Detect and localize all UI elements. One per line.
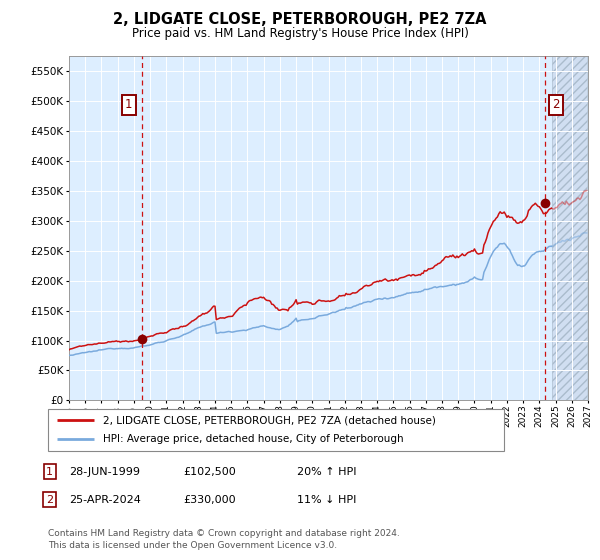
Text: 1: 1 bbox=[46, 466, 53, 477]
Text: 2, LIDGATE CLOSE, PETERBOROUGH, PE2 7ZA (detached house): 2, LIDGATE CLOSE, PETERBOROUGH, PE2 7ZA … bbox=[103, 415, 436, 425]
Text: HPI: Average price, detached house, City of Peterborough: HPI: Average price, detached house, City… bbox=[103, 435, 403, 445]
Text: 11% ↓ HPI: 11% ↓ HPI bbox=[297, 494, 356, 505]
Text: Price paid vs. HM Land Registry's House Price Index (HPI): Price paid vs. HM Land Registry's House … bbox=[131, 27, 469, 40]
Text: 2: 2 bbox=[46, 494, 53, 505]
Text: Contains HM Land Registry data © Crown copyright and database right 2024.
This d: Contains HM Land Registry data © Crown c… bbox=[48, 529, 400, 550]
Text: 25-APR-2024: 25-APR-2024 bbox=[69, 494, 141, 505]
Text: 2: 2 bbox=[552, 99, 560, 111]
Text: 28-JUN-1999: 28-JUN-1999 bbox=[69, 466, 140, 477]
Text: 2, LIDGATE CLOSE, PETERBOROUGH, PE2 7ZA: 2, LIDGATE CLOSE, PETERBOROUGH, PE2 7ZA bbox=[113, 12, 487, 27]
Text: £330,000: £330,000 bbox=[183, 494, 236, 505]
Text: £102,500: £102,500 bbox=[183, 466, 236, 477]
Text: 1: 1 bbox=[125, 99, 133, 111]
Text: 20% ↑ HPI: 20% ↑ HPI bbox=[297, 466, 356, 477]
FancyBboxPatch shape bbox=[48, 409, 504, 451]
